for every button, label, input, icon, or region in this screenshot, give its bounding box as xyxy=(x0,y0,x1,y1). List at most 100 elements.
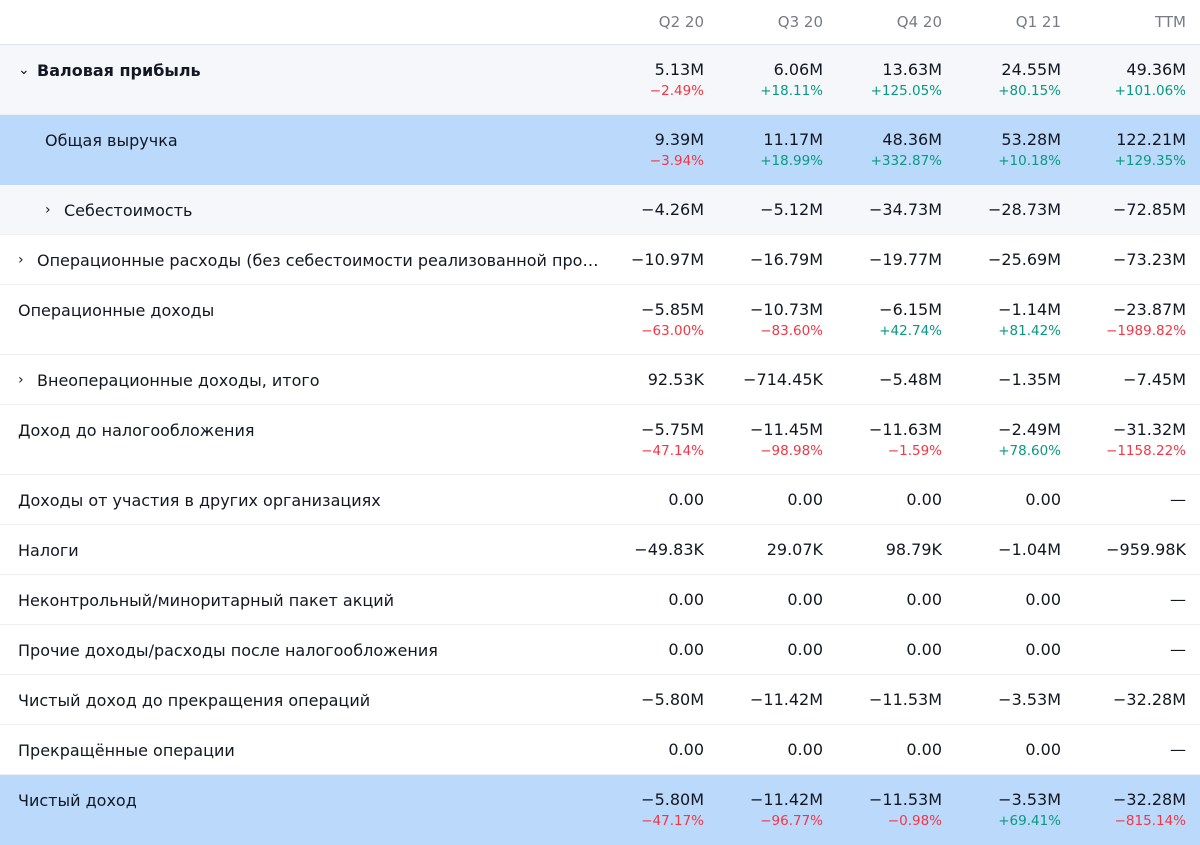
cell-value: −11.42M xyxy=(749,690,823,709)
cell-change-percent: +18.99% xyxy=(760,153,823,169)
cell-change-percent: +101.06% xyxy=(1114,83,1186,99)
cell-value: −11.53M xyxy=(868,690,942,709)
row-label-text: Операционные доходы xyxy=(18,300,215,320)
cell-value: −5.80M xyxy=(641,790,704,809)
cell-value: −6.15M xyxy=(879,300,942,319)
cell-value: 0.00 xyxy=(787,590,823,609)
cell-value: 0.00 xyxy=(668,490,704,509)
value-cell: — xyxy=(1075,739,1200,761)
value-cell: −31.32M −1158.22% xyxy=(1075,419,1200,461)
cell-value: −5.48M xyxy=(879,370,942,389)
cell-change-percent: +10.18% xyxy=(998,153,1061,169)
cell-change-percent: +332.87% xyxy=(870,153,942,169)
cell-value: 48.36M xyxy=(882,130,942,149)
chevron-down-icon[interactable]: ⌄ xyxy=(18,62,30,78)
table-row: Операционные доходы −5.85M −63.00% −10.73M −… xyxy=(0,285,1200,355)
value-cell: −5.80M xyxy=(599,689,718,711)
row-label-text: Прекращённые операции xyxy=(18,740,235,760)
value-cell: 0.00 xyxy=(837,489,956,511)
column-header[interactable]: Q4 20 xyxy=(896,13,942,31)
value-cell: −23.87M −1989.82% xyxy=(1075,299,1200,341)
value-cell: −25.69M xyxy=(956,249,1075,271)
cell-value: 0.00 xyxy=(906,490,942,509)
value-cell: 0.00 xyxy=(718,739,837,761)
row-label: Операционные доходы xyxy=(0,299,599,321)
cell-value: −32.28M xyxy=(1112,690,1186,709)
cell-change-percent: −0.98% xyxy=(887,813,942,829)
cell-value: −10.73M xyxy=(749,300,823,319)
table-row[interactable]: › Себестоимость −4.26M −5.12M −34.73M −28.73M… xyxy=(0,185,1200,235)
column-header[interactable]: TTM xyxy=(1154,13,1186,31)
value-cell: 53.28M +10.18% xyxy=(956,129,1075,171)
cell-change-percent: +81.42% xyxy=(998,323,1061,339)
value-cell: — xyxy=(1075,639,1200,661)
row-label: Чистый доход до прекращения операций xyxy=(0,689,599,711)
value-cell: 92.53K xyxy=(599,369,718,391)
value-cell: −11.63M −1.59% xyxy=(837,419,956,461)
value-cell: −1.35M xyxy=(956,369,1075,391)
cell-change-percent: +125.05% xyxy=(870,83,942,99)
value-cell: — xyxy=(1075,589,1200,611)
value-cell: −714.45K xyxy=(718,369,837,391)
cell-change-percent: −63.00% xyxy=(641,323,704,339)
cell-value: −1.14M xyxy=(998,300,1061,319)
column-header[interactable]: Q1 21 xyxy=(1015,13,1061,31)
cell-value: — xyxy=(1170,740,1186,759)
value-cell: 122.21M +129.35% xyxy=(1075,129,1200,171)
header-spacer xyxy=(0,11,599,33)
column-header[interactable]: Q3 20 xyxy=(777,13,823,31)
cell-value: −11.63M xyxy=(868,420,942,439)
cell-change-percent: −98.98% xyxy=(760,443,823,459)
cell-value: 0.00 xyxy=(1025,640,1061,659)
value-cell: −11.53M −0.98% xyxy=(837,789,956,831)
cell-change-percent: +80.15% xyxy=(998,83,1061,99)
cell-value: 0.00 xyxy=(668,590,704,609)
value-cell: −32.28M xyxy=(1075,689,1200,711)
row-label-text: Прочие доходы/расходы после налогообложе… xyxy=(18,640,438,660)
value-cell: 98.79K xyxy=(837,539,956,561)
cell-value: −959.98K xyxy=(1106,540,1186,559)
cell-value: −16.79M xyxy=(749,250,823,269)
table-row: Налоги −49.83K 29.07K 98.79K −1.04M −959.98K xyxy=(0,525,1200,575)
cell-value: 0.00 xyxy=(1025,740,1061,759)
value-cell: −32.28M −815.14% xyxy=(1075,789,1200,831)
value-cell: 13.63M +125.05% xyxy=(837,59,956,101)
cell-value: 49.36M xyxy=(1126,60,1186,79)
cell-value: −28.73M xyxy=(987,200,1061,219)
row-label-text: Неконтрольный/миноритарный пакет акций xyxy=(18,590,395,610)
value-cell: 0.00 xyxy=(837,589,956,611)
row-label: › Операционные расходы (без себестоимости… xyxy=(0,249,599,271)
cell-value: −10.97M xyxy=(630,250,704,269)
value-cell: −5.48M xyxy=(837,369,956,391)
table-row[interactable]: › Операционные расходы (без себестоимости… xyxy=(0,235,1200,285)
table-row: Прочие доходы/расходы после налогообложе… xyxy=(0,625,1200,675)
row-label: ⌄ Валовая прибыль xyxy=(0,59,599,81)
cell-value: 5.13M xyxy=(654,60,704,79)
row-label-text: Чистый доход до прекращения операций xyxy=(18,690,371,710)
cell-value: −49.83K xyxy=(634,540,704,559)
chevron-right-icon[interactable]: › xyxy=(45,202,51,218)
row-label: Прекращённые операции xyxy=(0,739,599,761)
value-cell: 0.00 xyxy=(599,639,718,661)
cell-value: — xyxy=(1170,640,1186,659)
value-cell: 11.17M +18.99% xyxy=(718,129,837,171)
column-header[interactable]: Q2 20 xyxy=(658,13,704,31)
value-cell: — xyxy=(1075,489,1200,511)
value-cell: −28.73M xyxy=(956,199,1075,221)
chevron-right-icon[interactable]: › xyxy=(18,372,24,388)
cell-value: 0.00 xyxy=(906,740,942,759)
table-row[interactable]: ⌄ Валовая прибыль 5.13M −2.49% 6.06M +18.11% 1… xyxy=(0,45,1200,115)
value-cell: −1.14M +81.42% xyxy=(956,299,1075,341)
row-label: Неконтрольный/миноритарный пакет акций xyxy=(0,589,599,611)
row-label: Общая выручка xyxy=(0,129,599,151)
table-row: Прекращённые операции 0.00 0.00 0.00 0.00 — xyxy=(0,725,1200,775)
cell-change-percent: −1158.22% xyxy=(1106,443,1186,459)
chevron-right-icon[interactable]: › xyxy=(18,252,24,268)
cell-value: −4.26M xyxy=(641,200,704,219)
table-row[interactable]: › Внеоперационные доходы, итого 92.53K −714… xyxy=(0,355,1200,405)
row-label-text: Валовая прибыль xyxy=(37,60,201,80)
value-cell: 24.55M +80.15% xyxy=(956,59,1075,101)
value-cell: −3.53M +69.41% xyxy=(956,789,1075,831)
value-cell: −4.26M xyxy=(599,199,718,221)
row-label: Налоги xyxy=(0,539,599,561)
